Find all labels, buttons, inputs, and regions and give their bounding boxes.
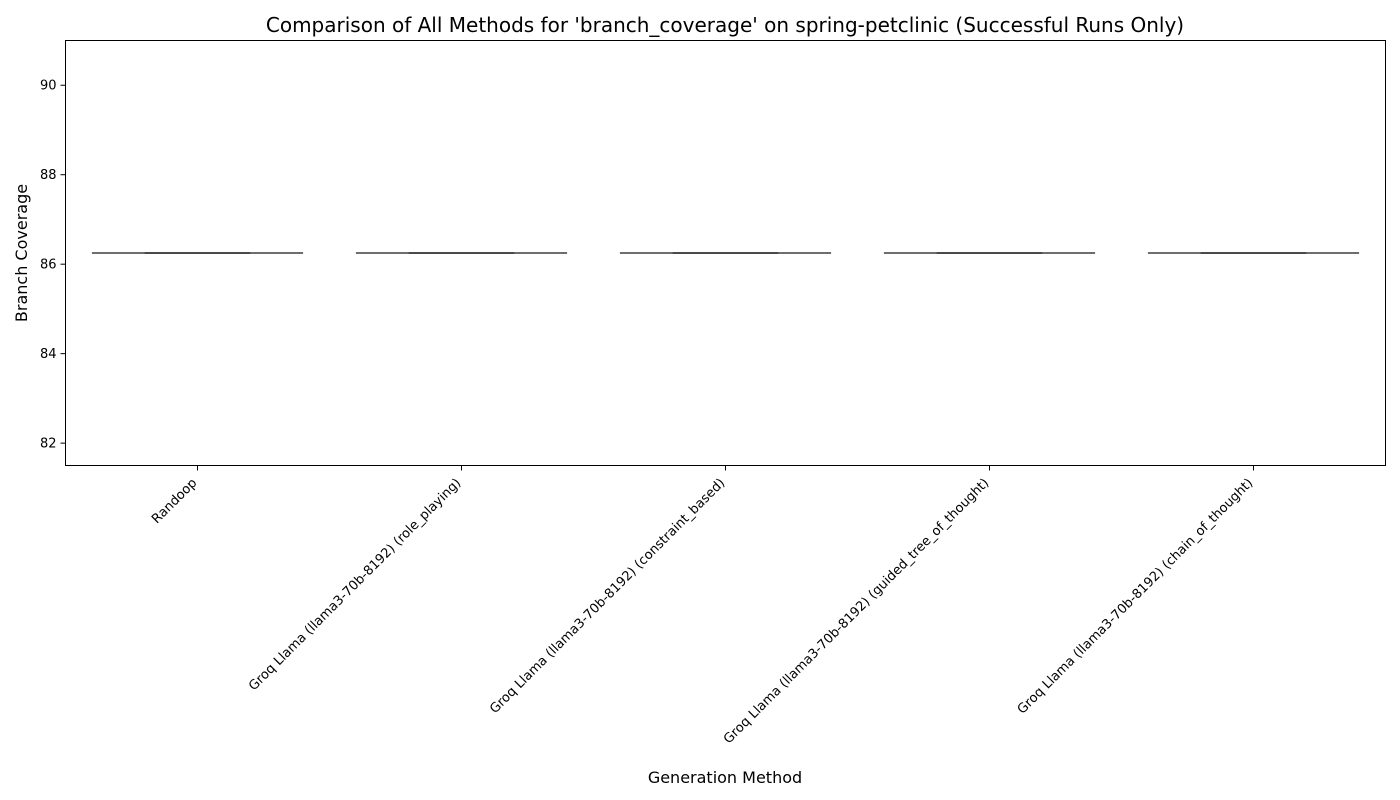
y-tick-label: 84 bbox=[40, 347, 57, 362]
x-axis-label: Generation Method bbox=[648, 768, 802, 787]
y-axis: 82 84 86 88 90 bbox=[40, 79, 66, 452]
x-tick-label: Groq Llama (llama3-70b-8192) (chain_of_t… bbox=[1015, 476, 1257, 718]
x-tick-label: Groq Llama (llama3-70b-8192) (constraint… bbox=[487, 476, 728, 717]
x-tick-label: Groq Llama (llama3-70b-8192) (guided_tre… bbox=[721, 476, 992, 747]
y-tick-label: 82 bbox=[40, 437, 57, 452]
y-tick-label: 88 bbox=[40, 168, 57, 183]
y-tick-label: 86 bbox=[40, 258, 57, 273]
y-axis-label: Branch Coverage bbox=[12, 184, 31, 322]
chart-title: Comparison of All Methods for 'branch_co… bbox=[266, 13, 1184, 37]
y-tick-label: 90 bbox=[40, 79, 57, 94]
x-tick-label: Randoop bbox=[149, 476, 200, 527]
x-tick-label: Groq Llama (llama3-70b-8192) (role_playi… bbox=[246, 476, 464, 694]
x-axis: Randoop Groq Llama (llama3-70b-8192) (rol… bbox=[149, 465, 1257, 747]
